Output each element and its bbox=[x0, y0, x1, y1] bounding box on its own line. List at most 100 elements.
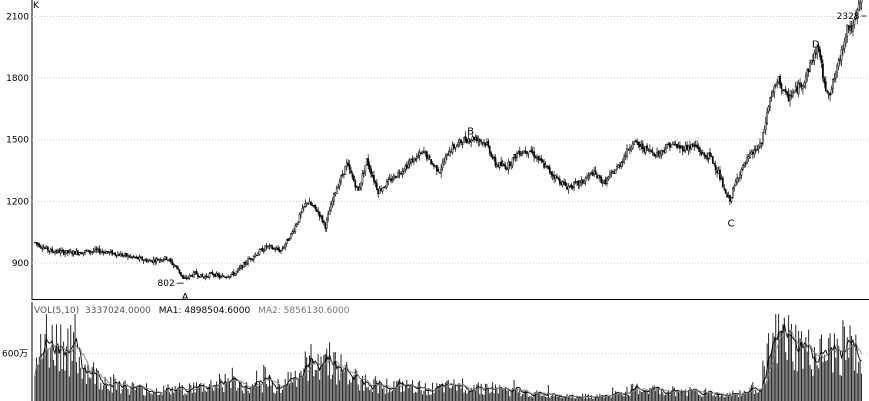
candle bbox=[72, 250, 75, 257]
candle bbox=[843, 37, 846, 54]
candle bbox=[846, 24, 849, 43]
volume-panel: VOL(5,10) 3337024.0000 MA1: 4898504.6000… bbox=[2, 302, 869, 401]
candle bbox=[425, 150, 428, 162]
candle bbox=[703, 152, 706, 160]
candle bbox=[803, 80, 806, 89]
candle bbox=[300, 211, 302, 219]
candle bbox=[496, 162, 498, 169]
candle bbox=[161, 259, 164, 263]
candle bbox=[141, 256, 144, 261]
candle bbox=[466, 137, 468, 145]
candle bbox=[804, 72, 807, 90]
candle bbox=[528, 150, 531, 153]
candle bbox=[501, 159, 504, 167]
candle bbox=[554, 174, 557, 182]
candle bbox=[127, 253, 129, 261]
candle bbox=[586, 173, 588, 180]
candle bbox=[456, 143, 458, 147]
candle bbox=[51, 246, 54, 254]
candle bbox=[294, 223, 297, 234]
candle bbox=[617, 164, 620, 168]
candle bbox=[536, 154, 538, 163]
candle bbox=[117, 250, 119, 257]
candle bbox=[178, 269, 181, 274]
candle bbox=[271, 244, 274, 251]
candle bbox=[714, 160, 717, 175]
candle bbox=[149, 259, 152, 262]
candle bbox=[448, 147, 451, 157]
candle bbox=[727, 191, 730, 199]
candle bbox=[676, 143, 678, 150]
candle bbox=[371, 171, 374, 178]
candle bbox=[71, 249, 74, 257]
candle bbox=[301, 204, 304, 214]
candle bbox=[384, 185, 387, 189]
candle bbox=[381, 187, 384, 194]
candle bbox=[650, 149, 653, 153]
candle bbox=[317, 207, 319, 216]
candle bbox=[424, 150, 427, 157]
candle bbox=[699, 145, 701, 157]
candle bbox=[544, 161, 547, 168]
candle bbox=[757, 144, 760, 154]
candle bbox=[508, 161, 511, 169]
candle bbox=[694, 140, 697, 148]
candle bbox=[820, 54, 823, 68]
candle bbox=[621, 158, 624, 168]
candle bbox=[188, 273, 191, 280]
candle bbox=[836, 63, 839, 78]
candle bbox=[611, 170, 614, 175]
candle bbox=[41, 244, 43, 253]
candle bbox=[224, 276, 227, 279]
candle bbox=[616, 163, 618, 171]
candle bbox=[252, 255, 255, 263]
candle bbox=[104, 249, 106, 254]
candle bbox=[107, 250, 109, 254]
legend-vol-label: VOL(5,10) bbox=[34, 306, 79, 316]
candle bbox=[257, 251, 259, 256]
candle bbox=[177, 265, 179, 270]
candle bbox=[637, 141, 640, 149]
candle bbox=[331, 197, 334, 208]
candle bbox=[368, 161, 371, 173]
candle bbox=[82, 251, 85, 257]
candle bbox=[687, 144, 690, 156]
candle bbox=[112, 252, 115, 255]
candle bbox=[245, 260, 248, 266]
candle bbox=[441, 158, 444, 172]
candle bbox=[129, 253, 132, 259]
volume-legend: VOL(5,10) 3337024.0000 MA1: 4898504.6000… bbox=[34, 306, 350, 316]
candle bbox=[155, 256, 158, 265]
candle bbox=[152, 256, 155, 266]
candle bbox=[594, 166, 597, 175]
candle bbox=[643, 145, 646, 155]
candle bbox=[111, 249, 114, 256]
candle bbox=[674, 140, 677, 146]
candle bbox=[197, 272, 199, 280]
candle bbox=[344, 165, 347, 175]
candle bbox=[680, 144, 683, 149]
candle bbox=[797, 80, 800, 98]
candle bbox=[614, 169, 617, 174]
candle bbox=[311, 202, 314, 207]
candle bbox=[564, 179, 567, 187]
candle bbox=[510, 161, 513, 170]
candle bbox=[853, 16, 856, 29]
candle bbox=[729, 194, 731, 205]
candle bbox=[408, 158, 411, 169]
candle bbox=[521, 150, 524, 156]
candle bbox=[337, 183, 340, 189]
candle bbox=[58, 247, 61, 254]
candle bbox=[812, 53, 814, 66]
candle bbox=[167, 259, 169, 262]
candle bbox=[175, 265, 178, 270]
candle bbox=[739, 171, 741, 182]
candle bbox=[603, 179, 605, 185]
candle bbox=[822, 59, 824, 82]
candle bbox=[526, 151, 528, 158]
candle bbox=[444, 153, 447, 164]
candle bbox=[774, 83, 777, 89]
candle bbox=[789, 89, 791, 107]
candle bbox=[839, 54, 841, 65]
candle bbox=[786, 90, 789, 98]
